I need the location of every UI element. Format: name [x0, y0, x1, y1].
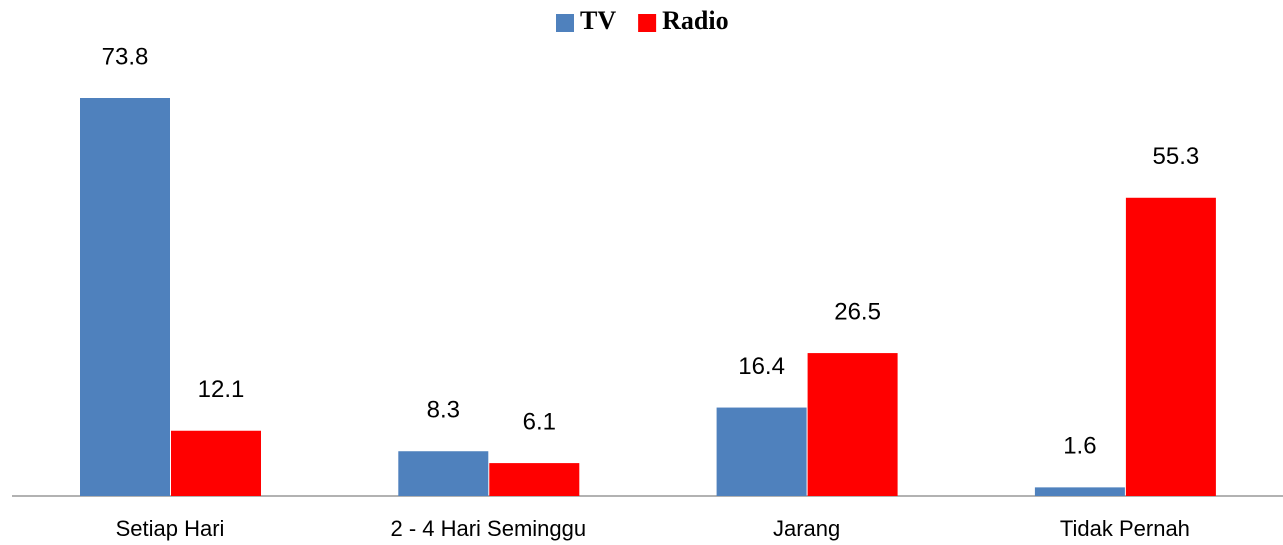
bar — [171, 430, 261, 496]
data-label: 1.6 — [1063, 433, 1096, 460]
bar — [398, 451, 489, 496]
bar — [489, 463, 580, 496]
data-label: 12.1 — [198, 376, 245, 403]
data-label: 26.5 — [834, 298, 881, 325]
x-tick-label: Jarang — [773, 516, 840, 541]
data-label: 6.1 — [523, 408, 556, 435]
bar — [807, 353, 898, 496]
data-label: 55.3 — [1153, 143, 1200, 170]
legend-label: TV — [580, 6, 616, 35]
x-tick-label: Tidak Pernah — [1060, 516, 1190, 541]
data-label: 73.8 — [102, 43, 149, 70]
data-label: 8.3 — [427, 397, 460, 424]
legend-label: Radio — [662, 6, 728, 35]
bar — [1034, 487, 1125, 496]
bar — [1125, 197, 1216, 496]
bar — [716, 407, 807, 496]
bar — [80, 98, 170, 496]
legend-swatch — [638, 14, 657, 32]
x-tick-label: 2 - 4 Hari Seminggu — [390, 516, 586, 541]
x-tick-label: Setiap Hari — [116, 516, 225, 541]
data-label: 16.4 — [738, 353, 785, 380]
legend-swatch — [556, 14, 574, 32]
